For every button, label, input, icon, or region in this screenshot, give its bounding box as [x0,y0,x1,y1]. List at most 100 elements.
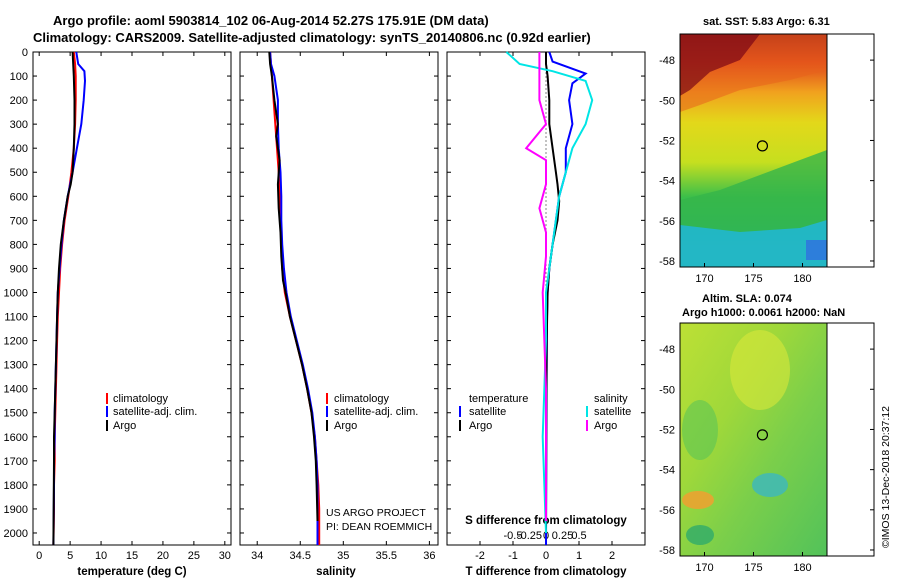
sal-xtick-label: 35 [337,550,349,562]
temp-xtick-label: 10 [95,550,107,562]
diff-legend-sargo-swatch [586,420,588,431]
sal-xtick-label: 36 [423,550,435,562]
sst-orange-region [680,34,827,112]
temp-xtick-label: 0 [36,550,42,562]
salinity-panel [239,51,439,546]
map-xtick-label: 170 [695,562,713,574]
salinity-legend: climatology satellite-adj. clim. Argo [326,393,418,432]
sla-map-subtitle: Argo h1000: 0.0061 h2000: NaN [682,307,845,319]
sla-cyan-blob [752,473,788,497]
sal-xtick-label: 34 [251,550,263,562]
sal-legend-satellite-swatch [326,406,328,417]
diff-legend-targo-swatch [459,420,461,431]
depth-tick-label: 1100 [4,312,28,324]
depth-tick-label: 1500 [4,408,28,420]
sla-deep-green-blob [686,525,714,545]
credit-project: US ARGO PROJECT [326,507,426,519]
map-xtick-label: 175 [744,562,762,574]
sst-cyan-region [680,220,827,267]
sal-xtick-label: 34.5 [290,550,311,562]
depth-axis: 0 100 200 300 400 500 600 700 800 900 1000 1100 1200… [4,47,645,540]
depth-tick-label: 0 [22,47,28,59]
diff-legend-ssat-swatch [586,406,588,417]
diff-xtick-label: -2 [475,550,485,562]
temp-legend-climatology: climatology [113,393,169,405]
temp-xtick-label: 30 [219,550,231,562]
depth-tick-label: 1000 [4,287,28,299]
depth-tick-label: 1700 [4,456,28,468]
temperature-xlabel: temperature (deg C) [77,566,186,578]
temp-legend-satellite: satellite-adj. clim. [113,406,197,418]
temperature-panel [32,51,232,546]
map-ytick-label: -54 [659,176,675,188]
sla-map-axes: 170 175 180 -48 -50 -52 -54 -56 -58 [659,344,874,574]
depth-tick-label: 1900 [4,504,28,516]
sst-warm-region [680,34,760,96]
sla-green-blob [682,400,718,460]
sal-legend-climatology-swatch [326,393,328,404]
temp-legend-climatology-swatch [106,393,108,404]
diff-legend-tsat-swatch [459,406,461,417]
sla-argo-marker [756,429,769,441]
s-tick-label: 0.5 [571,530,586,542]
diff-legend-temp-satellite: satellite [469,406,506,418]
map-xtick-label: 175 [744,273,762,285]
sal-xtick-label: 35.5 [376,550,397,562]
depth-tick-label: 900 [10,263,28,275]
sla-yellow-blob [730,330,790,410]
title-line2: Climatology: CARS2009. Satellite-adjuste… [33,30,591,45]
sal-series-argo [268,51,319,522]
depth-tick-label: 200 [10,95,28,107]
depth-tick-label: 700 [10,215,28,227]
difference-x-axis: -2 -1 0 1 2 [475,52,615,562]
map-ytick-label: -50 [659,95,675,107]
s-tick-label: 0.25 [552,530,573,542]
map-ytick-label: -52 [659,135,675,147]
sal-legend-argo-swatch [326,420,328,431]
diff-series-t-argo [545,52,561,534]
temp-xtick-label: 5 [67,550,73,562]
title-line1: Argo profile: aoml 5903814_102 06-Aug-20… [53,13,489,28]
temp-xtick-label: 15 [126,550,138,562]
difference-legend: temperature salinity satellite Argo sate… [459,393,631,432]
map-ytick-label: -56 [659,216,675,228]
depth-tick-label: 500 [10,167,28,179]
map-ytick-label: -52 [659,424,675,436]
temperature-lines [52,51,87,546]
map-ytick-label: -50 [659,384,675,396]
s-difference-axis: -0.5-0.25 0 0.250.5 [504,530,587,542]
map-ytick-label: -48 [659,344,675,356]
depth-tick-label: 1400 [4,384,28,396]
map-xtick-label: 170 [695,273,713,285]
diff-xtick-label: 0 [543,550,549,562]
map-xtick-label: 180 [793,562,811,574]
map-xtick-label: 180 [793,273,811,285]
s-tick-label: -0.25 [517,530,542,542]
temp-series-argo [52,51,76,546]
sla-map-blank [826,322,875,557]
depth-tick-label: 2000 [4,528,28,540]
difference-xlabel: T difference from climatology [465,566,627,578]
temp-xtick-label: 25 [188,550,200,562]
temp-xtick-label: 20 [157,550,169,562]
map-ytick-label: -48 [659,55,675,67]
temp-legend-argo: Argo [113,420,136,432]
depth-tick-label: 1800 [4,480,28,492]
diff-legend-sal-header: salinity [594,393,628,405]
depth-tick-label: 1600 [4,432,28,444]
salinity-xlabel: salinity [316,566,356,578]
diff-series-s-argo [524,52,548,521]
depth-tick-label: 1300 [4,360,28,372]
map-ytick-label: -56 [659,505,675,517]
sst-map-blank [826,33,875,268]
temperature-legend: climatology satellite-adj. clim. Argo [106,393,197,432]
depth-tick-label: 600 [10,191,28,203]
sst-map-axes: 170 175 180 -48 -50 -52 -54 -56 -58 [659,55,874,285]
temp-legend-argo-swatch [106,420,108,431]
diff-xtick-label: -1 [508,550,518,562]
difference-lines [505,51,594,546]
temperature-x-axis: 0 5 10 15 20 25 30 [36,52,231,562]
map-ytick-label: -58 [659,545,675,557]
salinity-lines [268,51,321,545]
